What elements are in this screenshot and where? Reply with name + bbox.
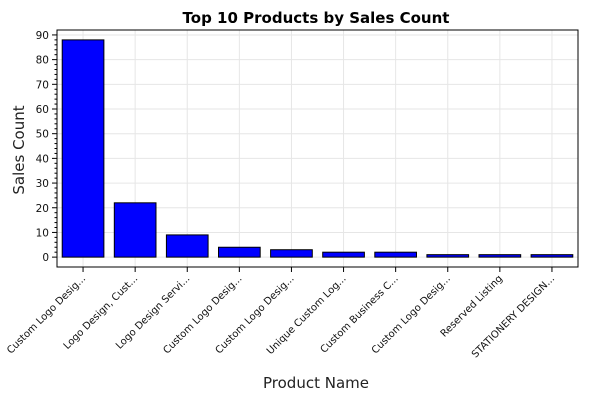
bar: [270, 249, 313, 258]
y-tick-label: 30: [36, 178, 49, 190]
x-axis-label: Product Name: [263, 374, 369, 392]
bar: [530, 254, 574, 258]
y-tick-label: 90: [36, 30, 49, 42]
bar: [426, 254, 470, 258]
y-tick-label: 10: [36, 227, 49, 239]
y-axis: 0 10 20 30 40 50 60 70 80 90: [36, 30, 57, 264]
bar: [113, 202, 157, 258]
y-tick-label: 80: [36, 55, 49, 67]
bars: [61, 39, 574, 258]
y-tick-label: 20: [36, 203, 49, 215]
bar: [478, 254, 522, 258]
bar: [61, 39, 105, 258]
bar: [322, 251, 365, 258]
y-tick-label: 40: [36, 153, 49, 165]
bar: [374, 251, 417, 258]
bar: [165, 234, 209, 258]
y-tick-label: 60: [36, 104, 49, 116]
bar: [218, 246, 261, 258]
y-tick-label: 50: [36, 129, 49, 141]
x-axis: Custom Logo Desig...Logo Design, Cust...…: [5, 267, 557, 360]
y-tick-label: 0: [42, 252, 49, 264]
y-tick-label: 70: [36, 79, 49, 91]
y-axis-label: Sales Count: [10, 105, 28, 194]
chart-title: Top 10 Products by Sales Count: [183, 9, 450, 27]
